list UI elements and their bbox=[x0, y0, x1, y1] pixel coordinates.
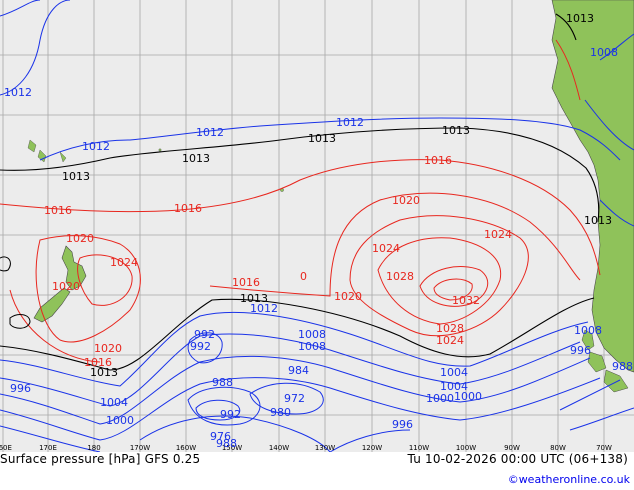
isobar-label: 1028 bbox=[436, 322, 464, 335]
chile-islands bbox=[581, 329, 629, 393]
isobar-label: 992 bbox=[194, 328, 215, 341]
isobar-label: 996 bbox=[570, 344, 591, 357]
isobar-label: 1004 bbox=[440, 366, 468, 379]
small-high-loops bbox=[0, 256, 31, 329]
isobar-label: 1013 bbox=[566, 12, 594, 25]
pressure-map: 160E 170E 180 170W 160W 150W 140W 130W 1… bbox=[0, 0, 634, 452]
isobar-label: 1008 bbox=[590, 46, 618, 59]
lon-label: 170E bbox=[39, 444, 57, 452]
lon-label: 180 bbox=[87, 444, 100, 452]
isobar-label: 996 bbox=[10, 382, 31, 395]
isobar-label: 1013 bbox=[182, 152, 210, 165]
isobar-label: 1024 bbox=[110, 256, 138, 269]
lon-label: 140W bbox=[269, 444, 289, 452]
graticule bbox=[0, 0, 634, 452]
isobar-label: 984 bbox=[288, 364, 309, 377]
credit-link[interactable]: ©weatheronline.co.uk bbox=[507, 473, 630, 486]
isobar-label: 988 bbox=[612, 360, 633, 373]
isobar-label: 1000 bbox=[106, 414, 134, 427]
lon-label: 90W bbox=[504, 444, 520, 452]
isobar-label: 1004 bbox=[100, 396, 128, 409]
lon-label: 160E bbox=[0, 444, 12, 452]
new-zealand-land bbox=[33, 245, 87, 323]
isobar-label: 1012 bbox=[4, 86, 32, 99]
lon-label: 150W bbox=[222, 444, 242, 452]
isobar-label: 1012 bbox=[82, 140, 110, 153]
isobar-label: 1016 bbox=[424, 154, 452, 167]
isobar-label: 1020 bbox=[66, 232, 94, 245]
isobar-label: 1012 bbox=[250, 302, 278, 315]
isobar-label: 992 bbox=[190, 340, 211, 353]
isobars-1013 bbox=[0, 13, 600, 371]
isobar-label: 1016 bbox=[44, 204, 72, 217]
isobar-label: 972 bbox=[284, 392, 305, 405]
longitude-labels: 160E 170E 180 170W 160W 150W 140W 130W 1… bbox=[0, 444, 612, 452]
isobar-label: 1012 bbox=[196, 126, 224, 139]
isobar-label: 1013 bbox=[308, 132, 336, 145]
isobars-low bbox=[0, 0, 634, 452]
isobar-label: 988 bbox=[212, 376, 233, 389]
isobar-label: 1000 bbox=[426, 392, 454, 405]
isobar-label: 1008 bbox=[298, 328, 326, 341]
isobar-label: 1013 bbox=[62, 170, 90, 183]
isobar-label: 1020 bbox=[334, 290, 362, 303]
isobar-label: 1024 bbox=[372, 242, 400, 255]
lon-label: 110W bbox=[409, 444, 429, 452]
map-footer bbox=[0, 452, 634, 490]
isobar-label: 1024 bbox=[436, 334, 464, 347]
isobar-label: 996 bbox=[392, 418, 413, 431]
isobar-label: 0 bbox=[300, 270, 307, 283]
isobar-label: 1024 bbox=[484, 228, 512, 241]
ocean-background bbox=[0, 0, 634, 452]
isobar-label: 1013 bbox=[240, 292, 268, 305]
isobar-label: 1016 bbox=[174, 202, 202, 215]
isobar-label: 1013 bbox=[442, 124, 470, 137]
isobar-label: 1008 bbox=[574, 324, 602, 337]
isobar-label: 1032 bbox=[452, 294, 480, 307]
isobar-label: 1013 bbox=[90, 366, 118, 379]
isobar-labels: 1012 1013 1016 1020 1024 1028 1032 1008 … bbox=[4, 12, 633, 450]
isobar-label: 992 bbox=[220, 408, 241, 421]
lon-label: 100W bbox=[456, 444, 476, 452]
map-datetime: Tu 10-02-2026 00:00 UTC (06+138) bbox=[407, 452, 628, 466]
isobar-label: 1020 bbox=[392, 194, 420, 207]
isobar-label: 1012 bbox=[336, 116, 364, 129]
isobar-label: 1013 bbox=[584, 214, 612, 227]
isobar-label: 1004 bbox=[440, 380, 468, 393]
isobar-label: 988 bbox=[216, 437, 237, 450]
isobar-label: 1020 bbox=[94, 342, 122, 355]
lon-label: 80W bbox=[550, 444, 566, 452]
isobar-label: 1016 bbox=[84, 356, 112, 369]
isobars-high bbox=[0, 39, 601, 363]
isobar-label: 980 bbox=[270, 406, 291, 419]
isobar-label: 1028 bbox=[386, 270, 414, 283]
lon-label: 70W bbox=[596, 444, 612, 452]
lon-label: 120W bbox=[362, 444, 382, 452]
isobar-label: 1020 bbox=[52, 280, 80, 293]
isobar-label: 1016 bbox=[232, 276, 260, 289]
south-america-land bbox=[551, 0, 634, 373]
lon-label: 160W bbox=[176, 444, 196, 452]
isobar-label: 1000 bbox=[454, 390, 482, 403]
map-title: Surface pressure [hPa] GFS 0.25 bbox=[0, 452, 201, 466]
lon-label: 130W bbox=[315, 444, 335, 452]
isobar-label: 976 bbox=[210, 430, 231, 443]
isobar-label: 1008 bbox=[298, 340, 326, 353]
lon-label: 170W bbox=[130, 444, 150, 452]
